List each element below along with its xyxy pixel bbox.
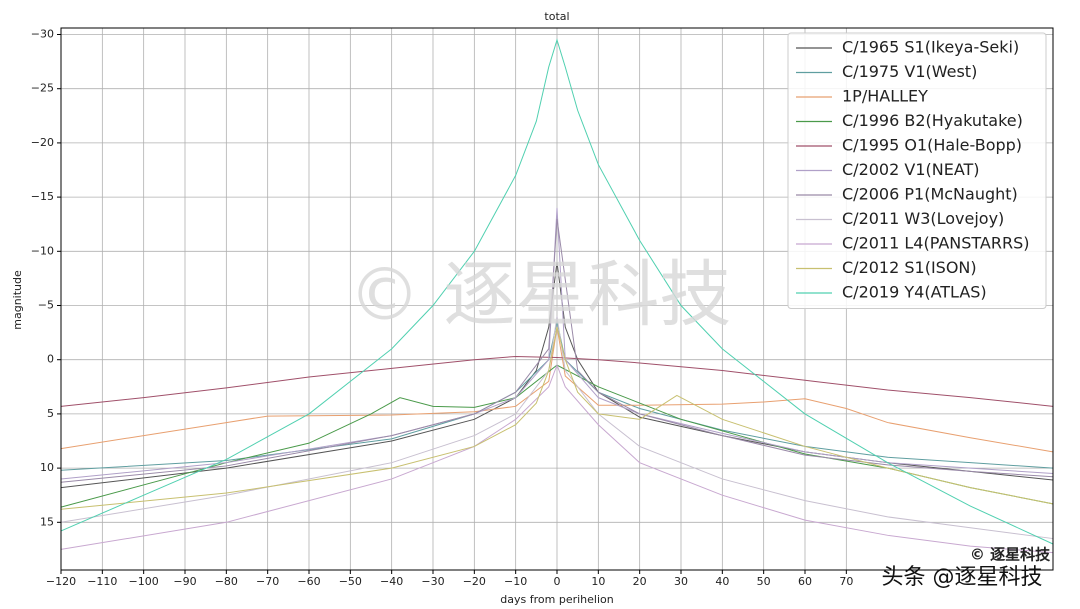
y-tick-label: 10 xyxy=(40,461,54,474)
x-tick-label: −100 xyxy=(129,575,159,588)
x-tick-label: −90 xyxy=(173,575,196,588)
x-tick-label: −70 xyxy=(256,575,279,588)
series-line xyxy=(60,218,1054,483)
series-line xyxy=(60,363,1054,554)
legend-label: C/2019 Y4(ATLAS) xyxy=(842,283,987,302)
x-tick-label: −40 xyxy=(380,575,403,588)
x-tick-label: 50 xyxy=(757,575,771,588)
x-tick-label: 0 xyxy=(554,575,561,588)
credit: 头条 @逐星科技 xyxy=(882,565,1043,590)
x-tick-label: −50 xyxy=(339,575,362,588)
x-tick-label: 30 xyxy=(674,575,688,588)
y-tick-label: −20 xyxy=(31,136,54,149)
series-line xyxy=(60,38,1054,545)
watermark: © 逐星科技 xyxy=(349,253,732,337)
x-tick-label: −30 xyxy=(421,575,444,588)
series-line xyxy=(60,355,1054,407)
legend-label: C/1996 B2(Hyakutake) xyxy=(842,111,1023,130)
legend-label: C/1965 S1(Ikeya-Seki) xyxy=(842,38,1019,57)
x-tick-label: −10 xyxy=(504,575,527,588)
plot-frame xyxy=(60,27,1054,571)
x-tick-label: −120 xyxy=(46,575,76,588)
x-tick-label: −80 xyxy=(215,575,238,588)
legend-box xyxy=(787,32,1047,309)
y-tick-label: 0 xyxy=(47,353,54,366)
x-tick-label: 10 xyxy=(591,575,605,588)
y-tick-label: −25 xyxy=(31,82,54,95)
legend-label: 1P/HALLEY xyxy=(842,87,928,106)
y-tick-label: 5 xyxy=(47,407,54,420)
y-tick-label: −30 xyxy=(31,28,54,41)
x-tick-label: 70 xyxy=(839,575,853,588)
x-axis-label: days from perihelion xyxy=(500,593,613,606)
y-tick-label: −5 xyxy=(38,299,54,312)
legend-label: C/1975 V1(West) xyxy=(842,62,977,81)
series-line xyxy=(60,327,1054,510)
legend-label: C/2011 W3(Lovejoy) xyxy=(842,209,1004,228)
legend-label: C/1995 O1(Hale-Bopp) xyxy=(842,136,1022,155)
corner-mark: © 逐星科技 xyxy=(970,546,1051,564)
legend-label: C/2011 L4(PANSTARRS) xyxy=(842,234,1030,253)
series-line xyxy=(60,316,1054,540)
y-tick-label: 15 xyxy=(40,515,54,528)
legend-label: C/2012 S1(ISON) xyxy=(842,258,977,277)
series-line xyxy=(60,327,1054,453)
legend-label: C/2006 P1(McNaught) xyxy=(842,185,1018,204)
x-tick-label: 40 xyxy=(715,575,729,588)
y-tick-label: −10 xyxy=(31,244,54,257)
x-tick-label: 20 xyxy=(633,575,647,588)
x-tick-label: 60 xyxy=(798,575,812,588)
x-tick-label: −20 xyxy=(463,575,486,588)
legend-label: C/2002 V1(NEAT) xyxy=(842,160,980,179)
y-tick-label: −15 xyxy=(31,190,54,203)
x-tick-label: −60 xyxy=(297,575,320,588)
chart-title: total xyxy=(544,10,569,23)
x-tick-label: −110 xyxy=(87,575,117,588)
y-axis-label: magnitude xyxy=(11,270,24,330)
